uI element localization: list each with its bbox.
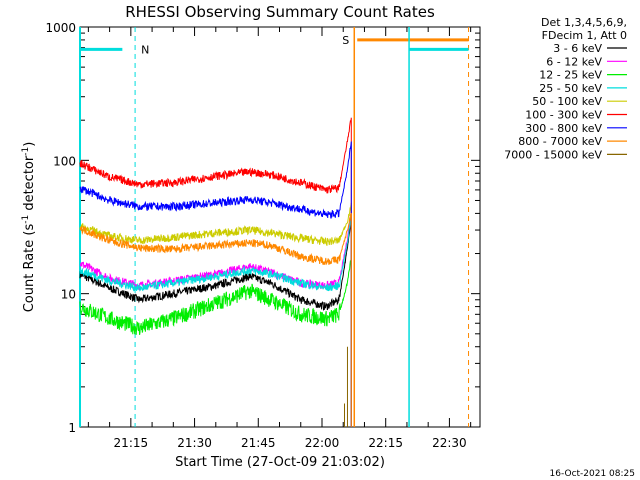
saa-label: S <box>342 34 349 47</box>
series-line-5 <box>79 117 352 427</box>
series-lines <box>79 117 352 427</box>
y-axis-label-end: ) <box>22 142 37 147</box>
legend-label: 6 - 12 keV <box>546 55 602 68</box>
legend-header: Det 1,3,4,5,6,9,FDecim 1, Att 0 <box>541 16 627 42</box>
y-axis-label-sup1: -1 <box>21 215 31 224</box>
axis-ticks: 1 10 100 1000 21:15 21:30 21:45 22:00 22:15 22:30 <box>45 21 480 450</box>
legend-header-line: FDecim 1, Att 0 <box>542 29 627 42</box>
y-axis-label-sup2: -1 <box>21 147 31 156</box>
legend-header-line: Det 1,3,4,5,6,9, <box>541 16 627 29</box>
x-tick-label: 21:15 <box>114 436 149 450</box>
x-axis-label: Start Time (27-Oct-09 21:03:02) <box>175 455 385 470</box>
x-tick-label: 21:45 <box>241 436 276 450</box>
legend-label: 12 - 25 keV <box>539 69 602 82</box>
series-line-3 <box>79 214 352 427</box>
night-label: N <box>141 43 149 56</box>
legend-label: 7000 - 15000 keV <box>504 148 602 161</box>
legend-label: 300 - 800 keV <box>525 122 602 135</box>
legend-label: 100 - 300 keV <box>525 109 602 122</box>
y-axis-label-main: Count Rate (s <box>22 224 37 313</box>
chart-title: RHESSI Observing Summary Count Rates <box>125 3 435 21</box>
legend-label: 800 - 7000 keV <box>518 135 602 148</box>
x-tick-label: 21:30 <box>177 436 212 450</box>
footer-timestamp: 16-Oct-2021 08:25 <box>550 469 635 479</box>
series-line-2 <box>79 255 352 427</box>
y-axis-label: Count Rate (s-1 detector-1) <box>21 142 37 313</box>
series-line-6 <box>79 141 352 427</box>
series-line-7 <box>79 212 352 427</box>
legend-label: 25 - 50 keV <box>539 82 602 95</box>
y-axis-label-mid: detector <box>22 155 37 215</box>
x-tick-label: 22:30 <box>432 436 467 450</box>
series-line-0 <box>79 216 352 427</box>
x-tick-label: 22:15 <box>368 436 403 450</box>
legend-label: 3 - 6 keV <box>553 42 602 55</box>
legend-label: 50 - 100 keV <box>532 95 602 108</box>
series-line-4 <box>79 202 352 427</box>
plot-frame <box>79 26 481 428</box>
y-tick-label: 1 <box>68 421 76 435</box>
x-tick-label: 22:00 <box>305 436 340 450</box>
y-tick-label: 100 <box>53 154 76 168</box>
y-tick-label: 1000 <box>45 21 76 35</box>
series-line-8 <box>344 346 348 427</box>
annotations: NS <box>79 27 470 427</box>
y-tick-label: 10 <box>61 288 76 302</box>
